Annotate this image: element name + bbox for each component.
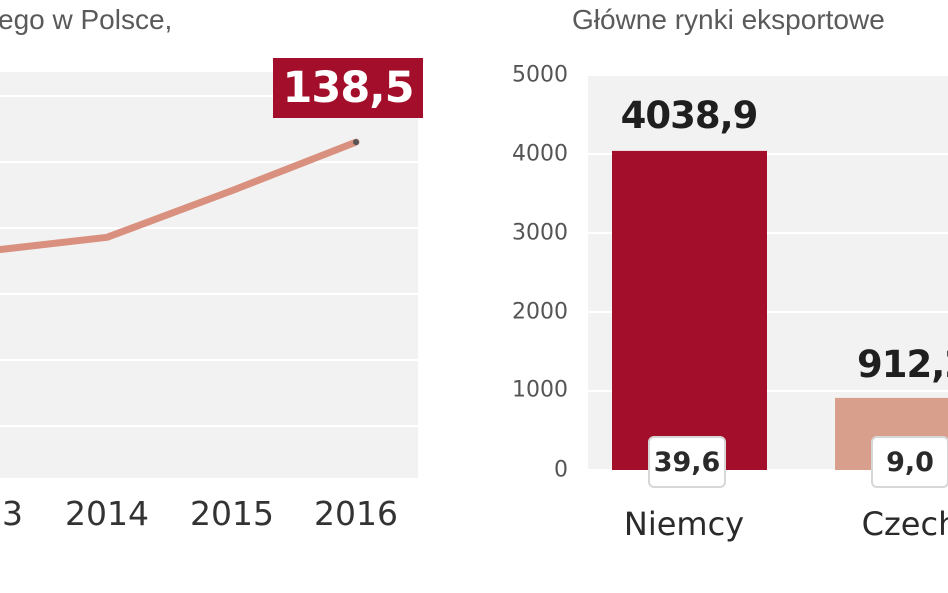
bar-value-label: 912,2 — [856, 343, 948, 386]
y-tick-label: 3000 — [512, 220, 568, 246]
latest-value-highlight: 138,5 — [273, 58, 423, 118]
bar-value-label: 4038,9 — [620, 94, 759, 137]
share-label: 39,6 — [648, 436, 726, 488]
y-tick-label: 1000 — [512, 377, 568, 403]
x-tick-label: 2015 — [190, 494, 274, 533]
x-tick-label: 2014 — [65, 494, 149, 533]
bar — [612, 150, 767, 470]
right-chart-subtitle: Główne rynki eksportowe — [572, 4, 885, 35]
category-label: Czech — [861, 505, 948, 543]
left-chart-subtitle: ego w Polsce, — [0, 4, 173, 35]
y-tick-label: 0 — [554, 457, 568, 483]
category-label: Niemcy — [623, 505, 745, 543]
line-series — [0, 138, 360, 254]
y-tick-label: 5000 — [512, 62, 568, 88]
x-tick-label: 2016 — [314, 494, 398, 533]
y-tick-label: 2000 — [512, 299, 568, 325]
y-tick-label: 4000 — [512, 141, 568, 167]
line-point — [353, 139, 359, 146]
line-plot-background — [0, 72, 418, 478]
share-label: 9,0 — [871, 436, 948, 488]
x-tick-label: 13 — [0, 494, 23, 533]
